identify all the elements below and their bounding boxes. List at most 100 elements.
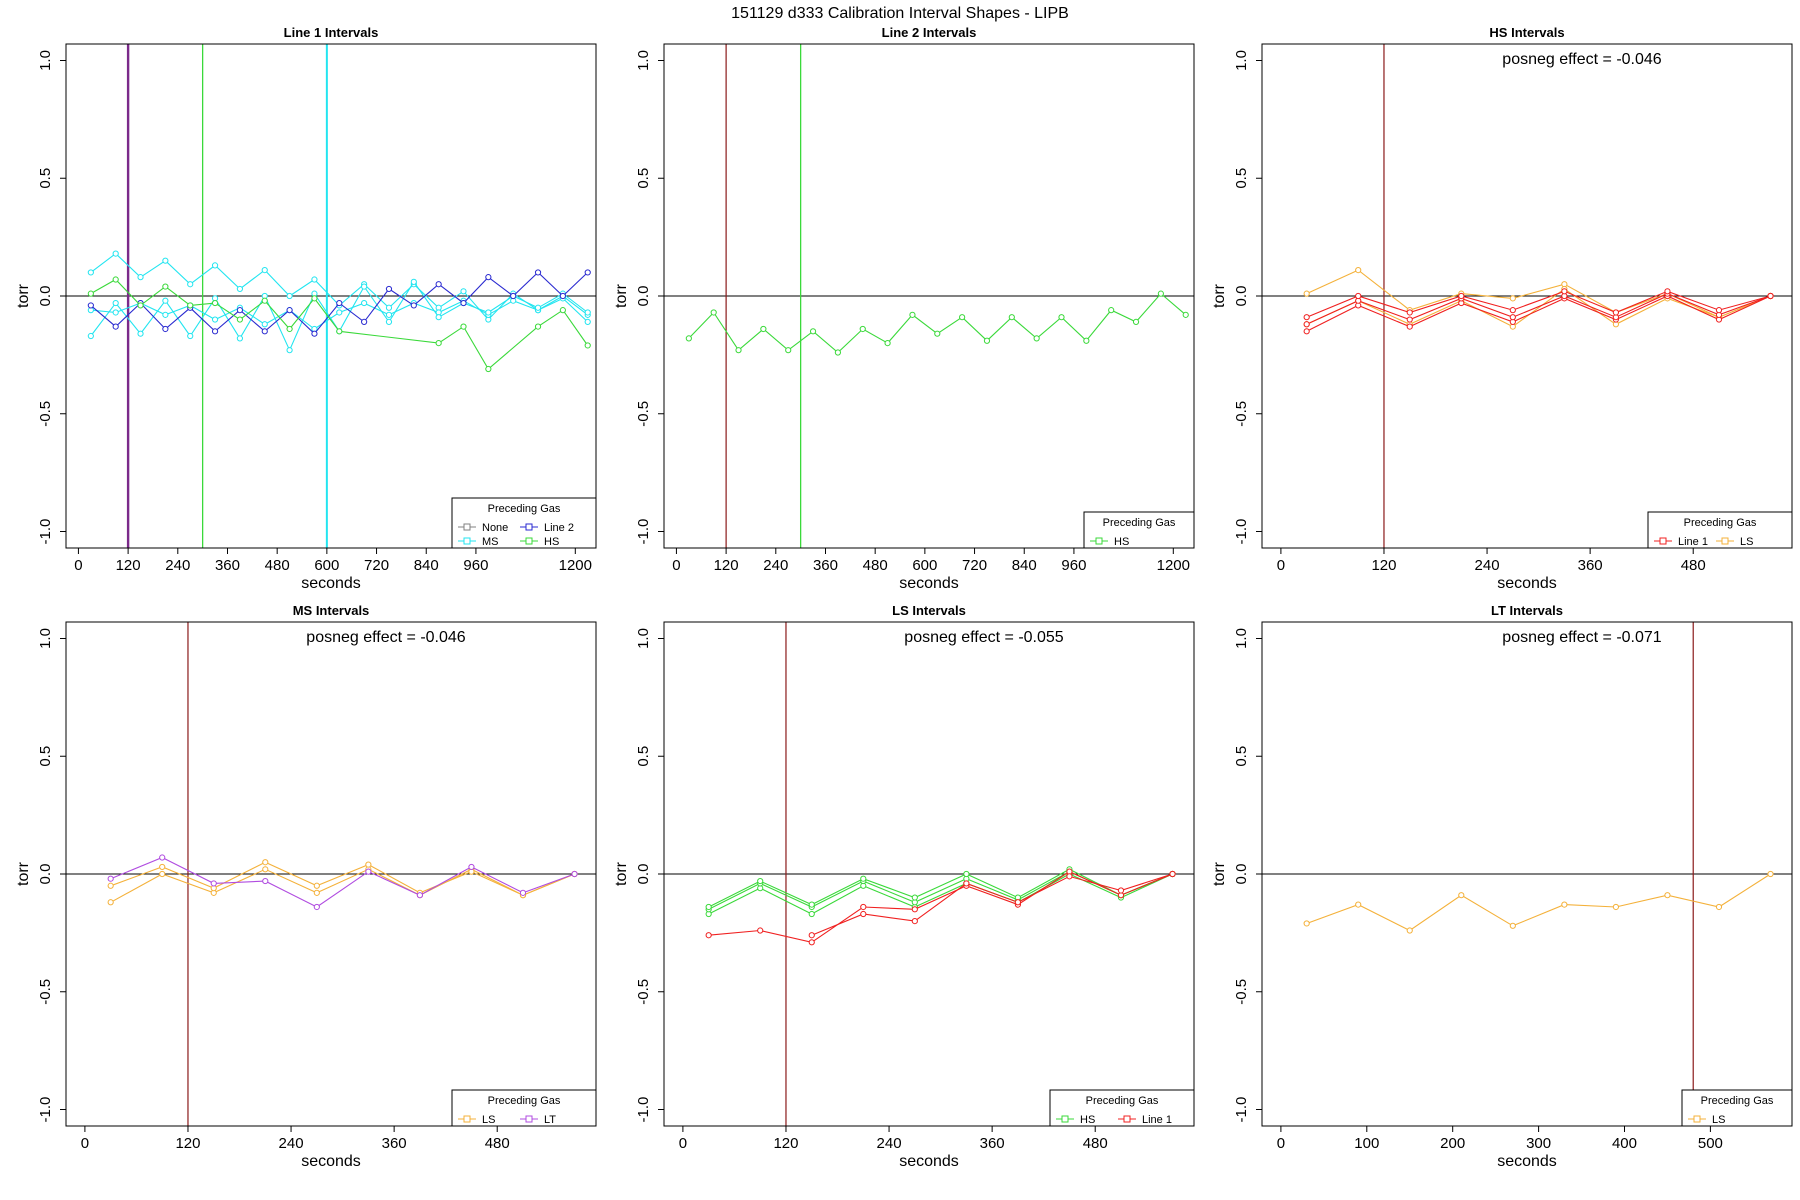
legend-entry-label: Line 1 xyxy=(1142,1114,1172,1126)
data-point xyxy=(559,292,566,300)
legend-swatch-marker xyxy=(1693,1115,1701,1123)
x-tick-label: 720 xyxy=(962,557,987,574)
x-tick-label: 360 xyxy=(980,1135,1005,1152)
data-point xyxy=(211,262,219,269)
legend: Preceding Gas LS xyxy=(1681,1089,1793,1127)
legend-box xyxy=(1647,511,1793,549)
y-tick-label: 0.5 xyxy=(1233,168,1250,189)
data-point xyxy=(112,309,119,316)
y-tick-label: 1.0 xyxy=(37,628,54,649)
x-tick-label: 720 xyxy=(364,557,389,574)
data-point xyxy=(1509,922,1516,929)
data-point xyxy=(1008,314,1015,321)
data-point xyxy=(460,323,467,330)
data-point xyxy=(534,323,542,330)
data-point xyxy=(1058,314,1065,321)
data-point xyxy=(584,309,591,316)
data-point xyxy=(187,332,194,340)
data-point xyxy=(710,309,717,316)
data-point xyxy=(1033,335,1040,342)
data-point xyxy=(311,295,318,302)
data-point xyxy=(571,870,578,878)
y-axis-label: torr xyxy=(613,861,630,886)
data-point xyxy=(1406,323,1413,330)
data-point xyxy=(107,882,114,889)
legend: Preceding Gas Line 1 LS xyxy=(1647,511,1793,549)
panel-title: Line 2 Intervals xyxy=(882,25,977,40)
y-axis-label: torr xyxy=(15,861,32,886)
x-tick-label: 100 xyxy=(1354,1135,1379,1152)
data-point xyxy=(435,281,442,288)
data-point xyxy=(1157,290,1164,297)
data-point xyxy=(757,877,764,885)
data-point xyxy=(137,274,144,281)
data-point xyxy=(112,276,119,283)
data-point xyxy=(1132,318,1140,326)
y-tick-label: 0.0 xyxy=(635,286,652,307)
x-axis-label: seconds xyxy=(1497,575,1557,592)
x-tick-label: 960 xyxy=(1061,557,1086,574)
chart-panel-4: MS Intervals 0 120 240 360 480 -1.0 -0.5 0.0 0.5 1… xyxy=(15,603,597,1170)
data-point xyxy=(187,281,194,288)
y-tick-label: -0.5 xyxy=(1233,979,1250,1005)
y-tick-label: -1.0 xyxy=(37,519,54,545)
legend-entry-label: LT xyxy=(544,1114,556,1126)
panel-title: Line 1 Intervals xyxy=(284,25,379,40)
chart-panel-1: Line 1 Intervals 0 120 240 360 480 600 720 840 96… xyxy=(15,25,597,592)
legend: Preceding Gas LS LT xyxy=(451,1089,597,1127)
y-tick-label: 1.0 xyxy=(1233,628,1250,649)
x-tick-label: 360 xyxy=(215,557,240,574)
data-point xyxy=(485,274,492,281)
series-line-hs xyxy=(688,292,1187,354)
data-point xyxy=(757,927,764,934)
data-point xyxy=(187,302,194,309)
data-point xyxy=(435,314,442,321)
data-point xyxy=(1117,887,1125,894)
data-point xyxy=(1406,316,1413,323)
legend-swatch-marker xyxy=(463,537,471,545)
x-tick-label: 480 xyxy=(1681,557,1706,574)
legend-entry-label: Line 2 xyxy=(544,522,574,534)
data-point xyxy=(1169,870,1176,878)
data-point xyxy=(336,328,343,335)
y-tick-label: -0.5 xyxy=(635,979,652,1005)
data-point xyxy=(313,889,320,896)
data-point xyxy=(959,314,966,321)
data-point xyxy=(162,325,169,333)
panel-title: MS Intervals xyxy=(293,603,370,618)
x-tick-label: 500 xyxy=(1698,1135,1723,1152)
data-point xyxy=(1355,266,1362,274)
series-line-hs xyxy=(708,870,1173,910)
series-line-ls xyxy=(110,861,575,896)
legend-entry-label: MS xyxy=(482,536,499,548)
legend-swatch-marker xyxy=(525,523,533,531)
data-point xyxy=(534,269,542,276)
data-point xyxy=(584,342,591,349)
data-point xyxy=(112,299,119,307)
posneg-annotation: posneg effect = -0.071 xyxy=(1502,629,1661,646)
x-tick-label: 480 xyxy=(1083,1135,1108,1152)
data-point xyxy=(112,323,119,330)
data-point xyxy=(162,311,169,318)
data-point xyxy=(735,347,742,354)
x-tick-label: 600 xyxy=(314,557,339,574)
x-tick-label: 120 xyxy=(773,1135,798,1152)
series-line-ls xyxy=(1306,269,1771,318)
data-point xyxy=(107,875,114,882)
data-point xyxy=(1066,873,1073,880)
data-point xyxy=(1561,901,1568,908)
x-axis-label: seconds xyxy=(301,575,361,592)
data-point xyxy=(685,335,692,342)
y-tick-label: -1.0 xyxy=(1233,519,1250,545)
panel-title: LT Intervals xyxy=(1491,603,1563,618)
data-point xyxy=(1509,295,1516,302)
x-tick-label: 120 xyxy=(116,557,141,574)
y-tick-label: 0.0 xyxy=(37,286,54,307)
data-point xyxy=(1303,314,1310,321)
x-tick-label: 240 xyxy=(763,557,788,574)
legend-entry-label: HS xyxy=(1080,1114,1095,1126)
data-point xyxy=(485,365,492,373)
y-tick-label: 0.5 xyxy=(635,168,652,189)
data-point xyxy=(435,340,442,347)
